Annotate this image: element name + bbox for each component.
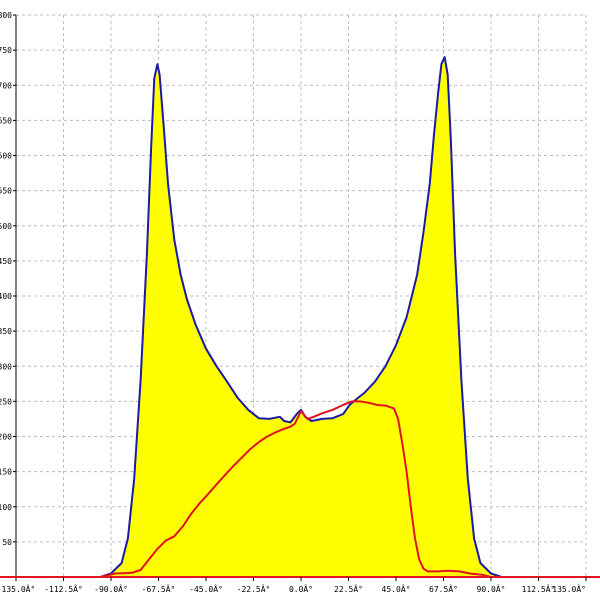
area-layer [16,57,586,578]
y-tick-label: 750 [0,46,12,55]
y-tick-label: 50 [2,538,12,547]
x-tick-label: 22.5Â° [334,583,363,594]
x-tick-label: 112.5Â° [522,583,556,594]
y-tick-label: 400 [0,292,12,301]
x-tick-label: 90.0Â° [477,583,506,594]
y-tick-label: 800 [0,11,12,20]
x-tick-label: 45.0Â° [382,583,411,594]
y-tick-label: 250 [0,397,12,406]
x-tick-label: -135.0Â° [0,583,35,594]
series-1-area [16,57,586,578]
series-lines [16,56,586,578]
x-tick-label: -90.0Â° [94,583,128,594]
y-tick-label: 350 [0,327,12,336]
x-tick-label: -67.5Â° [142,583,176,594]
x-tick-label: 67.5Â° [429,583,458,594]
x-tick-label: 0.0Â° [289,583,313,594]
y-tick-label: 550 [0,187,12,196]
series-1-line [16,56,586,578]
x-tick-label: -112.5Â° [44,583,83,594]
x-tick-labels: -135.0Â° -112.5Â° -90.0Â° -67.5Â° -45.0Â° -22… [0,583,586,594]
y-tick-label: 300 [0,362,12,371]
x-tick-label: -22.5Â° [237,583,271,594]
y-tick-label: 150 [0,468,12,477]
y-tick-label: 100 [0,503,12,512]
y-tick-label: 650 [0,116,12,125]
x-tick-label: -45.0Â° [189,583,223,594]
y-tick-label: 200 [0,433,12,442]
y-tick-label: 450 [0,257,12,266]
y-tick-label: 700 [0,81,12,90]
y-tick-labels: 50 100 150 200 250 300 350 400 450 500 550 600 650 70… [0,11,12,547]
axes [0,14,600,581]
y-tick-label: 600 [0,152,12,161]
y-tick-label: 500 [0,222,12,231]
x-tick-label: 135.0Â° [552,583,586,594]
series-2-line [16,400,586,578]
